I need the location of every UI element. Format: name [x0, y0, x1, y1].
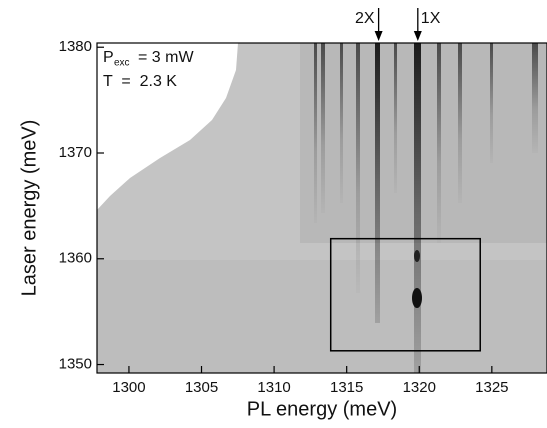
- y-axis-label: Laser energy (meV): [18, 120, 40, 297]
- x-tick-label: 1320: [403, 379, 436, 396]
- marker-arrowhead: [413, 31, 422, 41]
- x-tick-label: 1325: [475, 379, 508, 396]
- plot-frame: [96, 42, 547, 374]
- inset-box: [329, 237, 481, 352]
- marker-arrowhead: [374, 31, 383, 41]
- power-value: = 3 mW: [138, 49, 194, 66]
- power-label: P exc = 3 mW: [103, 49, 194, 68]
- x-tick-label: 1310: [257, 379, 290, 396]
- marker-label: 2X: [355, 10, 375, 27]
- x-tick-label: 1300: [112, 379, 145, 396]
- power-symbol: P: [103, 49, 114, 66]
- y-tick-label: 1370: [59, 144, 92, 161]
- y-tick-label: 1360: [59, 250, 92, 267]
- x-tick-label: 1305: [185, 379, 218, 396]
- y-tick-label: 1380: [59, 38, 92, 55]
- x-axis-label: PL energy (meV): [247, 398, 397, 420]
- temperature-label: T = 2.3 K: [103, 73, 177, 90]
- intensity-image: [97, 43, 547, 373]
- marker-label: 1X: [421, 10, 441, 27]
- power-subscript: exc: [114, 58, 130, 69]
- y-tick-label: 1350: [59, 356, 92, 373]
- x-tick-label: 1315: [330, 379, 363, 396]
